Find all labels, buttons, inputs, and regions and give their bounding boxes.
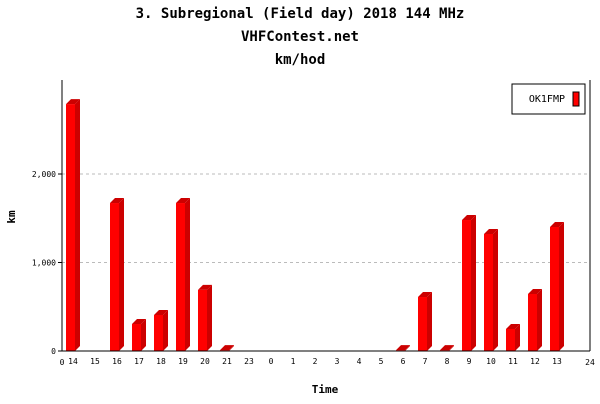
bar-side bbox=[163, 309, 168, 351]
bar bbox=[132, 319, 146, 351]
x-tick-label: 19 bbox=[178, 357, 188, 366]
x-tick-label: 4 bbox=[357, 357, 362, 366]
bar-top bbox=[132, 319, 146, 325]
bar bbox=[462, 215, 476, 351]
bar-side bbox=[405, 345, 410, 351]
x-tick-label: 18 bbox=[156, 357, 166, 366]
legend-swatch bbox=[572, 91, 580, 107]
bar-side bbox=[427, 292, 432, 351]
bar bbox=[220, 345, 234, 351]
x-tick-label: 21 bbox=[222, 357, 232, 366]
x-tick-label: 9 bbox=[467, 357, 472, 366]
x-tick-label: 6 bbox=[401, 357, 406, 366]
chart-unit: km/hod bbox=[275, 52, 326, 68]
bar-side bbox=[449, 345, 454, 351]
chart-title: 3. Subregional (Field day) 2018 144 MHz bbox=[136, 6, 465, 22]
x-tick-label: 3 bbox=[335, 357, 340, 366]
bar-side bbox=[75, 99, 80, 352]
bar-front bbox=[550, 227, 559, 351]
x-tick-label: 2 bbox=[313, 357, 318, 366]
x-start-label: 0 bbox=[60, 358, 65, 367]
bar-top bbox=[176, 198, 190, 204]
x-tick-label: 10 bbox=[486, 357, 496, 366]
bar-top bbox=[110, 198, 124, 204]
bar-front bbox=[132, 324, 141, 351]
bar-side bbox=[515, 323, 520, 351]
x-tick-label: 14 bbox=[68, 357, 78, 366]
bar-top bbox=[528, 289, 542, 295]
x-tick-label: 15 bbox=[90, 357, 100, 366]
bar-side bbox=[559, 222, 564, 351]
y-tick-label: 0 bbox=[51, 347, 56, 356]
x-tick-label: 20 bbox=[200, 357, 210, 366]
x-tick-label: 0 bbox=[269, 357, 274, 366]
x-tick-label: 5 bbox=[379, 357, 384, 366]
bar-side bbox=[119, 198, 124, 351]
x-tick-label: 12 bbox=[530, 357, 540, 366]
x-end-label: 24 bbox=[585, 358, 595, 367]
bar bbox=[110, 198, 124, 351]
bar-front bbox=[528, 294, 537, 351]
x-axis-label: Time bbox=[312, 383, 339, 396]
bar-side bbox=[493, 229, 498, 351]
x-tick-label: 13 bbox=[552, 357, 562, 366]
bar-top bbox=[66, 99, 80, 105]
bar bbox=[550, 222, 564, 351]
x-tick-label: 11 bbox=[508, 357, 518, 366]
bar-front bbox=[66, 104, 75, 352]
x-tick-label: 16 bbox=[112, 357, 122, 366]
bar-top bbox=[440, 345, 454, 351]
x-tick-label: 23 bbox=[244, 357, 254, 366]
bar-side bbox=[207, 284, 212, 351]
bar-top bbox=[418, 292, 432, 298]
bar bbox=[528, 289, 542, 351]
bar-top bbox=[396, 345, 410, 351]
bar-top bbox=[198, 284, 212, 290]
bar-side bbox=[229, 345, 234, 351]
chart-subtitle: VHFContest.net bbox=[241, 29, 359, 45]
bar-front bbox=[198, 289, 207, 351]
bar-top bbox=[220, 345, 234, 351]
bar-side bbox=[537, 289, 542, 351]
bar-side bbox=[185, 198, 190, 351]
x-tick-label: 8 bbox=[445, 357, 450, 366]
bar-front bbox=[176, 203, 185, 351]
bar bbox=[176, 198, 190, 351]
bar bbox=[440, 345, 454, 351]
bar-front bbox=[484, 234, 493, 351]
y-tick-label: 2,000 bbox=[32, 170, 56, 179]
bar-top bbox=[154, 309, 168, 315]
bar bbox=[484, 229, 498, 351]
bar-front bbox=[110, 203, 119, 351]
bar-top bbox=[506, 323, 520, 329]
bar-top bbox=[550, 222, 564, 228]
legend: OK1FMP bbox=[511, 83, 586, 115]
bar-front bbox=[462, 220, 471, 351]
bar bbox=[198, 284, 212, 351]
x-tick-label: 17 bbox=[134, 357, 144, 366]
y-tick-label: 1,000 bbox=[32, 259, 56, 268]
legend-label: OK1FMP bbox=[529, 94, 565, 105]
bar-front bbox=[418, 297, 427, 351]
bar bbox=[396, 345, 410, 351]
x-tick-label: 7 bbox=[423, 357, 428, 366]
bar bbox=[154, 309, 168, 351]
y-axis-label: km bbox=[5, 210, 18, 224]
bar bbox=[66, 99, 80, 352]
bar bbox=[418, 292, 432, 351]
bar-top bbox=[484, 229, 498, 235]
bar-top bbox=[462, 215, 476, 221]
x-tick-label: 1 bbox=[291, 357, 296, 366]
bar-side bbox=[471, 215, 476, 351]
bar-front bbox=[506, 328, 515, 351]
bar-side bbox=[141, 319, 146, 351]
bar-front bbox=[154, 314, 163, 351]
bar bbox=[506, 323, 520, 351]
